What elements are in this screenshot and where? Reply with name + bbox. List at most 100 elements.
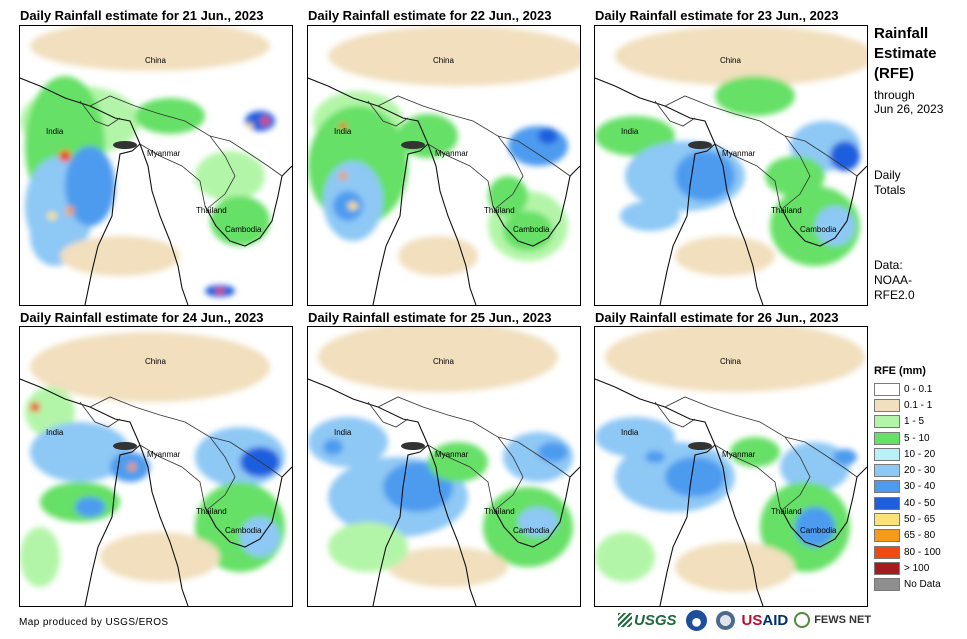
country-label-myanmar: Myanmar xyxy=(147,450,181,459)
rainfall-map-panel: China India Myanmar Thailand Cambodia xyxy=(594,326,868,607)
boundary-line xyxy=(784,135,858,177)
rainfall-area xyxy=(605,327,865,392)
agency-logos: USGS USAID FEWS NET xyxy=(618,609,871,631)
legend-item: 80 - 100 xyxy=(874,544,941,560)
boundary-line xyxy=(714,143,781,207)
rainfall-area xyxy=(195,151,265,201)
rainfall-map-panel: China India Myanmar Thailand Cambodia xyxy=(307,326,581,607)
boundary-line xyxy=(427,444,477,606)
rainfall-area xyxy=(715,76,795,116)
through-value: Jun 26, 2023 xyxy=(874,102,944,116)
rainfall-area xyxy=(538,128,558,144)
noaa-seal-icon xyxy=(685,609,707,631)
data-source-line: Data: xyxy=(874,258,903,272)
rainfall-area xyxy=(20,527,60,587)
usgs-mark-icon xyxy=(618,613,632,627)
country-label-india: India xyxy=(46,127,64,136)
rainfall-area xyxy=(60,236,180,276)
country-label-myanmar: Myanmar xyxy=(722,450,756,459)
data-source-line: RFE2.0 xyxy=(874,288,915,302)
rainfall-area xyxy=(75,497,105,517)
rainfall-area xyxy=(339,172,347,180)
country-label-cambodia: Cambodia xyxy=(225,225,262,234)
boundary-line xyxy=(377,95,524,209)
rainfall-area xyxy=(135,98,205,134)
rainfall-map xyxy=(20,26,292,305)
boundary-line xyxy=(308,378,429,606)
rfe-heading-line: Rainfall xyxy=(874,25,929,42)
country-label-china: China xyxy=(720,357,741,366)
country-label-thailand: Thailand xyxy=(484,206,515,215)
legend-swatch xyxy=(874,464,900,478)
boundary-line xyxy=(492,466,580,548)
daily-line: Totals xyxy=(874,183,906,197)
boundary-line xyxy=(714,143,764,305)
rfe-heading-line: Estimate xyxy=(874,45,937,62)
rainfall-area xyxy=(240,517,280,557)
boundary-line xyxy=(427,143,477,305)
usaid-us: US xyxy=(741,611,763,629)
country-label-myanmar: Myanmar xyxy=(722,149,756,158)
country-label-thailand: Thailand xyxy=(196,507,227,516)
boundary-line xyxy=(20,378,141,606)
rainfall-area xyxy=(261,117,269,125)
rainfall-area xyxy=(675,236,775,276)
boundary-line xyxy=(79,100,121,127)
boundary-line xyxy=(595,378,716,606)
rainfall-area xyxy=(518,507,558,537)
rainfall-area xyxy=(339,123,347,129)
legend-item: 5 - 10 xyxy=(874,430,941,446)
legend-label: > 100 xyxy=(904,562,930,574)
legend-swatch xyxy=(874,496,900,510)
panel-title: Daily Rainfall estimate for 24 Jun., 202… xyxy=(20,310,264,325)
legend-swatch xyxy=(874,545,900,559)
legend-item: 10 - 20 xyxy=(874,446,941,462)
legend-swatch xyxy=(874,561,900,575)
panel-title: Daily Rainfall estimate for 23 Jun., 202… xyxy=(595,8,839,23)
rainfall-area xyxy=(323,439,343,455)
rainfall-area xyxy=(348,202,358,210)
rainfall-map xyxy=(595,327,867,606)
legend-title: RFE (mm) xyxy=(874,365,926,377)
country-label-india: India xyxy=(46,428,64,437)
boundary-line xyxy=(784,436,858,478)
boundary-line xyxy=(664,396,811,510)
boundary-line xyxy=(89,396,236,510)
rainfall-map xyxy=(308,327,580,606)
legend-item: 0 - 0.1 xyxy=(874,381,941,397)
rainfall-map-panel: China India Myanmar Thailand Cambodia xyxy=(594,25,868,306)
boundary-line xyxy=(209,436,283,478)
legend-item: 50 - 65 xyxy=(874,511,941,527)
boundary-line xyxy=(427,143,494,207)
rainfall-map xyxy=(595,26,867,305)
rainfall-area xyxy=(210,196,270,246)
boundary-line xyxy=(308,77,429,305)
legend-swatch xyxy=(874,415,900,429)
rainfall-area xyxy=(428,442,488,482)
country-label-india: India xyxy=(621,127,639,136)
legend-item: No Data xyxy=(874,577,941,593)
country-label-china: China xyxy=(145,357,166,366)
legend-swatch xyxy=(874,382,900,396)
country-label-india: India xyxy=(334,428,352,437)
boundary-line xyxy=(79,401,121,428)
boundary-line xyxy=(204,466,292,548)
boundary-line xyxy=(427,444,494,508)
rainfall-area xyxy=(216,288,224,294)
rainfall-area xyxy=(318,327,558,392)
boundary-line xyxy=(367,401,409,428)
legend-item: 65 - 80 xyxy=(874,528,941,544)
boundary-line xyxy=(139,143,206,207)
legend-item: 40 - 50 xyxy=(874,495,941,511)
daily-line: Daily xyxy=(874,168,901,182)
map-credit: Map produced by USGS/EROS xyxy=(19,617,169,628)
boundary-line xyxy=(89,95,236,209)
rainfall-area xyxy=(503,211,553,251)
legend-swatch xyxy=(874,529,900,543)
panel-title: Daily Rainfall estimate for 21 Jun., 202… xyxy=(20,8,264,23)
rainfall-area xyxy=(830,141,860,171)
boundary-line xyxy=(714,444,781,508)
data-source: Data: NOAA- RFE2.0 xyxy=(874,258,934,303)
legend-swatch xyxy=(874,398,900,412)
rainfall-area xyxy=(30,26,270,71)
